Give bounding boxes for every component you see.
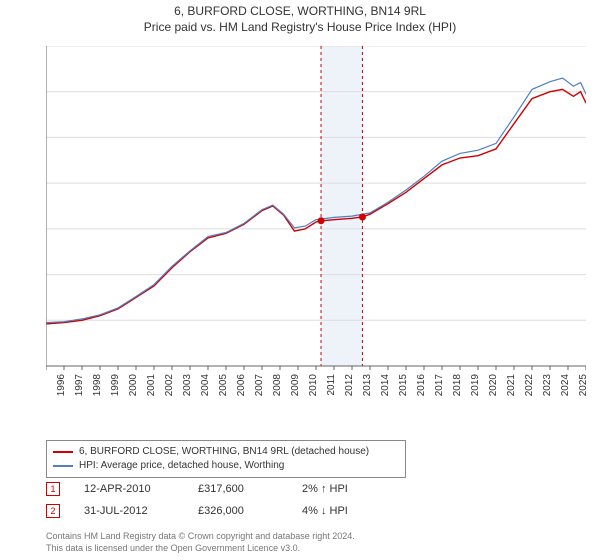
svg-text:2010: 2010	[308, 374, 319, 396]
chart-title: 6, BURFORD CLOSE, WORTHING, BN14 9RL	[0, 0, 600, 18]
svg-text:2001: 2001	[146, 374, 157, 396]
legend-item-hpi: HPI: Average price, detached house, Wort…	[53, 459, 399, 473]
transaction-marker-1: 1	[46, 482, 60, 496]
transaction-diff-2: 4% ↓ HPI	[302, 505, 348, 517]
svg-text:2005: 2005	[218, 374, 229, 396]
legend-swatch-price-paid	[53, 451, 73, 453]
svg-text:2003: 2003	[182, 374, 193, 396]
transaction-date-2: 31-JUL-2012	[84, 505, 174, 517]
svg-text:2007: 2007	[254, 374, 265, 396]
svg-text:2018: 2018	[452, 374, 463, 396]
svg-text:1997: 1997	[74, 374, 85, 396]
transaction-date-1: 12-APR-2010	[84, 483, 174, 495]
legend-label-hpi: HPI: Average price, detached house, Wort…	[79, 459, 284, 473]
svg-text:2006: 2006	[236, 374, 247, 396]
svg-text:2019: 2019	[470, 374, 481, 396]
svg-text:2012: 2012	[344, 374, 355, 396]
svg-text:2016: 2016	[416, 374, 427, 396]
svg-text:2022: 2022	[524, 374, 535, 396]
svg-text:2017: 2017	[434, 374, 445, 396]
svg-text:2011: 2011	[326, 374, 337, 396]
svg-text:2013: 2013	[362, 374, 373, 396]
legend-label-price-paid: 6, BURFORD CLOSE, WORTHING, BN14 9RL (de…	[79, 445, 369, 459]
svg-text:2009: 2009	[290, 374, 301, 396]
attribution: Contains HM Land Registry data © Crown c…	[46, 530, 355, 554]
svg-text:2014: 2014	[380, 374, 391, 396]
transaction-row-1: 1 12-APR-2010 £317,600 2% ↑ HPI	[46, 482, 348, 496]
svg-text:2020: 2020	[488, 374, 499, 396]
svg-text:1996: 1996	[56, 374, 67, 396]
svg-text:2000: 2000	[128, 374, 139, 396]
attribution-line-1: Contains HM Land Registry data © Crown c…	[46, 530, 355, 542]
svg-text:2024: 2024	[560, 374, 571, 396]
svg-text:1998: 1998	[92, 374, 103, 396]
legend-box: 6, BURFORD CLOSE, WORTHING, BN14 9RL (de…	[46, 440, 406, 478]
svg-text:2008: 2008	[272, 374, 283, 396]
transaction-price-1: £317,600	[198, 483, 278, 495]
chart-area: £0£100K£200K£300K£400K£500K£600K£700K199…	[46, 46, 586, 396]
svg-text:2002: 2002	[164, 374, 175, 396]
svg-text:1999: 1999	[110, 374, 121, 396]
svg-text:2023: 2023	[542, 374, 553, 396]
attribution-line-2: This data is licensed under the Open Gov…	[46, 542, 355, 554]
svg-text:2025: 2025	[578, 374, 586, 396]
svg-text:1995: 1995	[46, 374, 49, 396]
legend-swatch-hpi	[53, 465, 73, 467]
legend-item-price-paid: 6, BURFORD CLOSE, WORTHING, BN14 9RL (de…	[53, 445, 399, 459]
transaction-price-2: £326,000	[198, 505, 278, 517]
transaction-marker-2: 2	[46, 504, 60, 518]
svg-text:2015: 2015	[398, 374, 409, 396]
svg-text:2021: 2021	[506, 374, 517, 396]
transaction-diff-1: 2% ↑ HPI	[302, 483, 348, 495]
chart-svg: £0£100K£200K£300K£400K£500K£600K£700K199…	[46, 46, 586, 396]
transaction-row-2: 2 31-JUL-2012 £326,000 4% ↓ HPI	[46, 504, 348, 518]
chart-subtitle: Price paid vs. HM Land Registry's House …	[0, 18, 600, 34]
svg-text:2004: 2004	[200, 374, 211, 396]
